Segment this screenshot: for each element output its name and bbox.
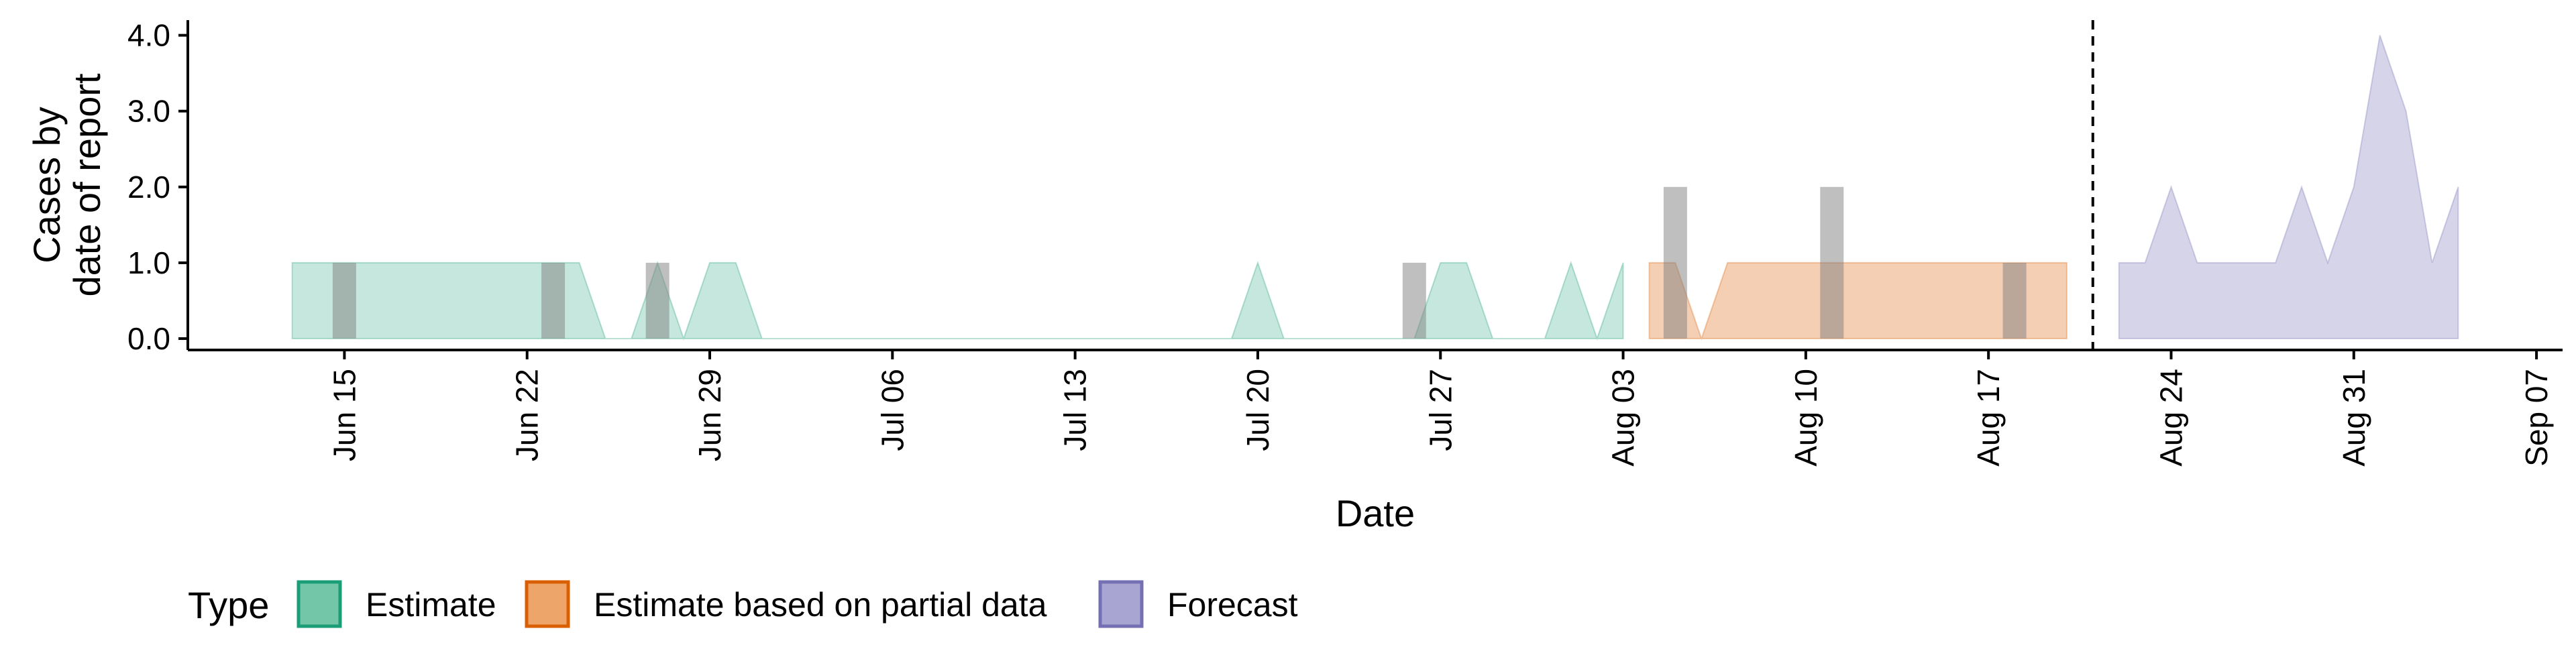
x-tick-label: Sep 07 <box>2519 369 2554 467</box>
legend-key <box>1098 580 1144 628</box>
reported-cases-bar <box>1663 186 1687 339</box>
x-axis-title: Date <box>1336 492 1415 534</box>
x-tick-label: Aug 03 <box>1606 369 1641 467</box>
x-tick-label: Jul 13 <box>1058 369 1093 451</box>
x-tick-label: Jul 27 <box>1423 369 1458 451</box>
y-tick-label: 4.0 <box>127 18 170 53</box>
reported-case-bars <box>332 186 2027 339</box>
y-axis-title-line: Cases by <box>25 107 68 263</box>
estimate-areas <box>291 35 2459 341</box>
reported-cases-bar <box>332 262 356 339</box>
x-tick-label: Jul 20 <box>1240 369 1275 451</box>
legend-key <box>297 580 342 628</box>
axes: 0.0 1.0 2.0 3.0 4.0 Jun 15 Jun 22 Jun 29 Jul 06 J… <box>127 18 2563 467</box>
x-tick-label: Aug 31 <box>2337 369 2371 467</box>
x-tick-label: Aug 24 <box>2153 369 2188 467</box>
x-tick-label: Jul 06 <box>875 369 910 451</box>
x-tick-label: Aug 17 <box>1971 369 2006 467</box>
y-tick-label: 1.0 <box>127 245 170 280</box>
legend-label: Estimate <box>366 586 496 624</box>
legend: Type Estimate Estimate based on partial d… <box>188 580 1298 628</box>
x-tick-label: Aug 10 <box>1788 369 1823 467</box>
y-tick-label: 2.0 <box>127 170 170 204</box>
y-axis-title: Cases bydate of report <box>25 73 108 297</box>
reported-cases-bar <box>1820 186 1844 339</box>
x-tick-label: Jun 22 <box>510 369 545 461</box>
legend-key <box>525 580 570 628</box>
area-estimate-based-on-partial-data <box>1648 261 2068 341</box>
reported-cases-bar <box>645 262 669 339</box>
legend-label: Forecast <box>1167 586 1298 624</box>
y-tick-label: 3.0 <box>127 94 170 129</box>
x-tick-label: Jun 15 <box>327 369 362 461</box>
legend-title: Type <box>188 584 269 626</box>
reported-cases-bar <box>2002 262 2027 339</box>
reported-cases-bar <box>541 262 566 339</box>
axis-labels: Date Cases bydate of report <box>25 73 1415 534</box>
y-tick-label: 0.0 <box>127 321 170 356</box>
reported-cases-bar <box>1402 262 1426 339</box>
area-forecast <box>2118 35 2459 339</box>
y-axis-title-line: date of report <box>66 73 108 297</box>
x-tick-label: Jun 29 <box>692 369 727 461</box>
legend-label: Estimate based on partial data <box>594 586 1047 624</box>
